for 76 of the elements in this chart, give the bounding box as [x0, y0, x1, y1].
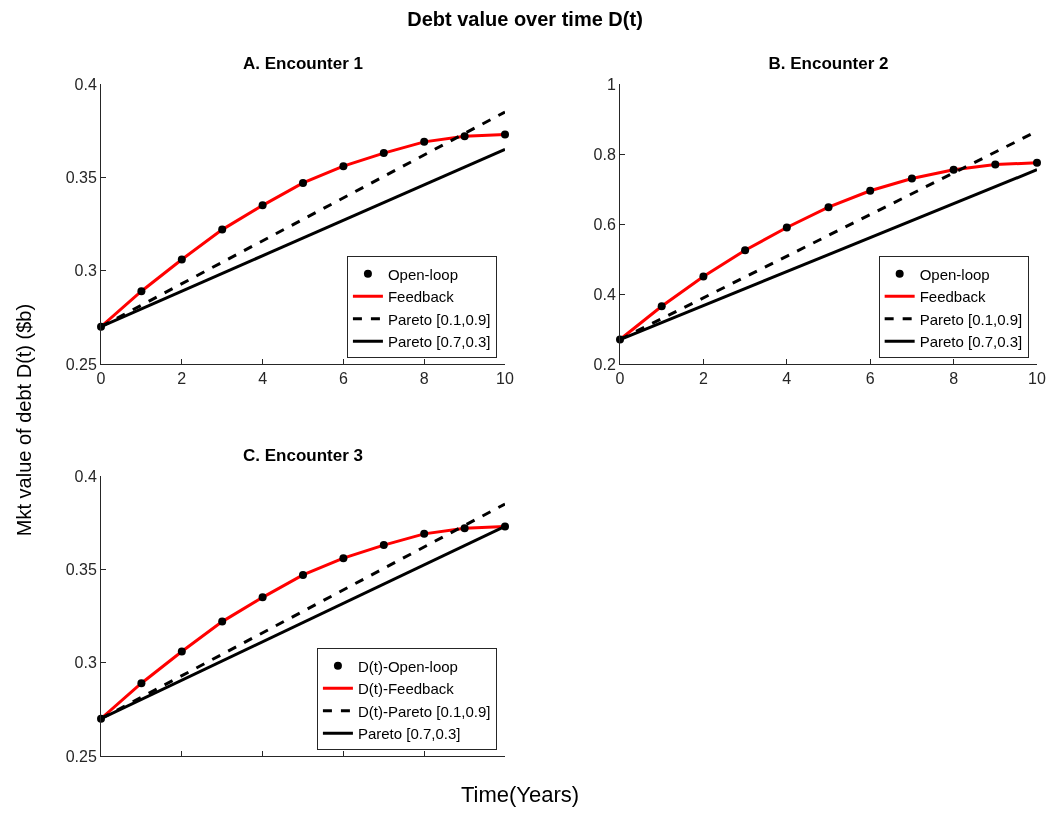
y-tick-label: 0.35 [65, 168, 97, 186]
y-tick-label: 0.3 [74, 654, 97, 672]
point [379, 541, 388, 550]
y-tick-label: 0.4 [74, 75, 97, 93]
legend-label: Feedback [387, 288, 455, 305]
x-tick-label: 6 [865, 370, 875, 388]
chart-title: A. Encounter 1 [243, 53, 363, 73]
legend-label: Pareto [0.1,0.9] [387, 310, 491, 328]
point [137, 287, 146, 296]
point [299, 570, 307, 579]
y-tick-label: 0.2 [593, 355, 616, 373]
y-tick-label: 0.3 [74, 262, 97, 280]
point [218, 617, 227, 626]
point [949, 165, 958, 174]
y-tick-label: 0.35 [65, 560, 97, 578]
point [177, 647, 186, 656]
legend-label: Pareto [0.7,0.3] [357, 725, 461, 742]
point [420, 529, 429, 538]
point [866, 186, 875, 195]
legend-label: Pareto [0.7,0.3] [919, 333, 1023, 350]
point [657, 302, 666, 311]
point [907, 174, 916, 183]
point [741, 246, 750, 255]
y-tick-label: 0.6 [593, 215, 616, 233]
x-axis-title: Time(Years) [460, 782, 580, 808]
legend-label: D(t)-Feedback [357, 680, 455, 697]
point [460, 524, 469, 533]
legend-label: Pareto [0.7,0.3] [387, 333, 491, 350]
chart-title: C. Encounter 3 [243, 445, 363, 465]
x-tick-label: 6 [338, 370, 348, 388]
point [991, 160, 1000, 169]
x-tick-label: 4 [258, 370, 268, 388]
x-tick-label: 2 [698, 370, 708, 388]
y-axis-title: Mkt value of debt D(t) ($b) [12, 303, 36, 537]
point [1033, 158, 1041, 167]
y-tick-label: 1 [606, 75, 616, 93]
point [501, 522, 509, 531]
point [97, 322, 105, 331]
x-tick-label: 10 [1028, 370, 1046, 388]
point [460, 132, 469, 141]
point [699, 272, 708, 281]
point [501, 130, 509, 139]
y-tick-label: 0.8 [593, 145, 616, 163]
point [137, 679, 146, 688]
point [782, 223, 791, 232]
legend-label: Pareto [0.1,0.9] [919, 310, 1023, 328]
legend-label: Open-loop [387, 265, 458, 283]
x-tick-label: 8 [419, 370, 429, 388]
x-tick-label: 2 [177, 370, 187, 388]
point [97, 714, 105, 723]
legend-label: Feedback [919, 288, 987, 305]
point [258, 201, 267, 210]
legend-label: D(t)-Open-loop [357, 657, 458, 675]
x-tick-label: 4 [782, 370, 792, 388]
text: Debt value over time D(t) [406, 8, 644, 31]
point [339, 162, 348, 171]
y-tick-label: 0.4 [74, 467, 97, 485]
x-tick-label: 0 [96, 370, 106, 388]
chart-title: B. Encounter 2 [768, 53, 889, 73]
point [379, 149, 388, 158]
point [258, 593, 267, 602]
x-tick-label: 0 [615, 370, 625, 388]
y-tick-label: 0.25 [65, 747, 97, 765]
point [420, 137, 429, 146]
legend-label: Open-loop [919, 265, 990, 283]
point [339, 554, 348, 563]
y-tick-label: 0.4 [593, 285, 616, 303]
y-tick-label: 0.25 [65, 355, 97, 373]
x-tick-label: 10 [496, 370, 514, 388]
point [177, 255, 186, 264]
point [218, 225, 227, 234]
x-tick-label: 8 [949, 370, 959, 388]
point [299, 178, 307, 187]
point [824, 203, 833, 212]
legend-label: D(t)-Pareto [0.1,0.9] [357, 702, 491, 720]
point [616, 335, 624, 344]
